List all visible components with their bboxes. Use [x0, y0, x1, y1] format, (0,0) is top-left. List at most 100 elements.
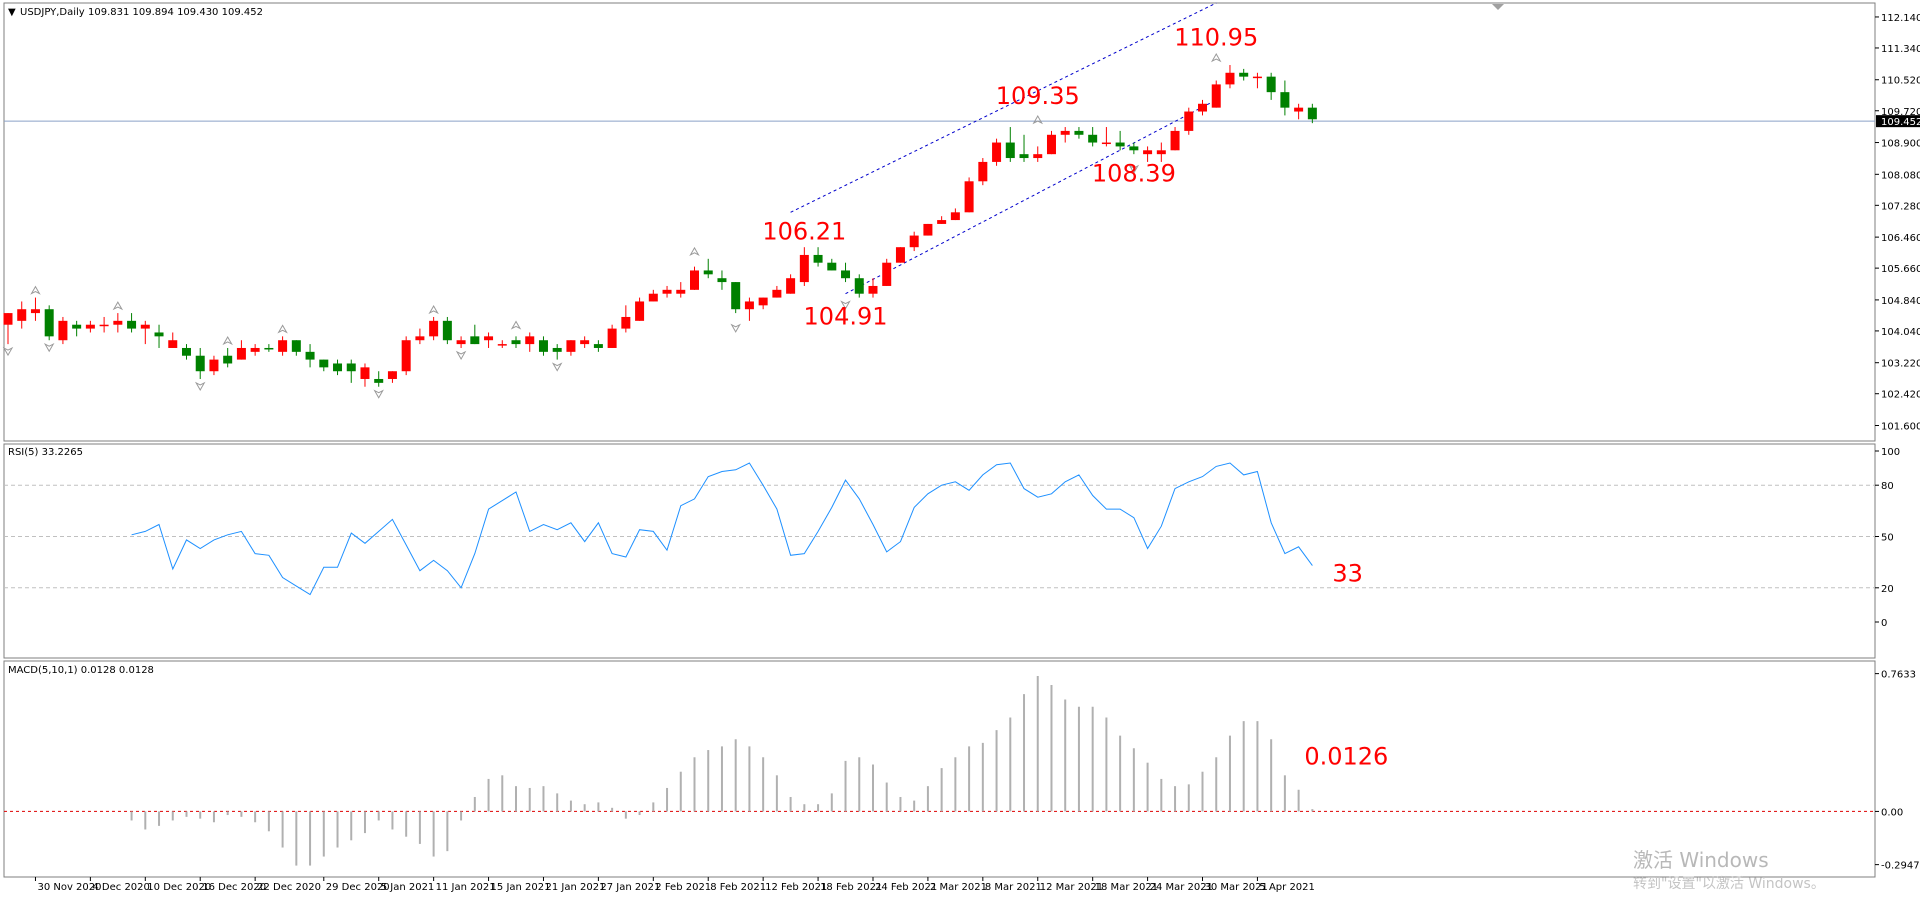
fractal-marker — [222, 335, 233, 346]
candle-body — [1033, 154, 1043, 159]
ohlc-label: 109.831 109.894 109.430 109.452 — [88, 7, 263, 18]
candle-body — [44, 309, 54, 337]
candle-body — [1074, 130, 1084, 135]
candle-body — [305, 351, 315, 360]
candle-body — [937, 220, 947, 224]
fractal-marker — [277, 324, 288, 334]
candle-body — [799, 254, 809, 283]
symbol-label: USDJPY,Daily — [20, 7, 85, 18]
fractal-marker — [1032, 115, 1044, 125]
windows-watermark-subtitle: 转到"设置"以激活 Windows。 — [1633, 875, 1825, 892]
candle-body — [635, 301, 645, 321]
channel-line — [790, 2, 1217, 213]
date-tick-label: 18 Mar 2021 — [1095, 882, 1158, 893]
date-tick-label: 24 Mar 2021 — [1150, 882, 1213, 893]
candle-body — [909, 235, 919, 248]
rsi-tick-label: 100 — [1881, 447, 1900, 458]
fractal-marker — [1210, 53, 1222, 63]
candle-body — [1266, 76, 1276, 93]
candle-body — [593, 344, 603, 348]
candle-body — [731, 282, 741, 310]
candle-body — [580, 340, 590, 345]
candle-body — [868, 285, 878, 294]
candle-body — [1198, 103, 1208, 112]
candle-body — [1060, 130, 1070, 135]
price-tick-label: 104.040 — [1881, 327, 1920, 338]
rsi-tick-label: 80 — [1881, 481, 1894, 492]
candle-body — [333, 363, 343, 372]
price-tick-label: 105.660 — [1881, 264, 1920, 275]
candle-body — [264, 347, 274, 350]
chart-shift-marker[interactable] — [1492, 4, 1504, 10]
candle-body — [772, 289, 782, 298]
candle-body — [168, 340, 178, 348]
price-tick-label: 112.140 — [1881, 13, 1920, 24]
rsi-label: RSI(5) 33.2265 — [8, 447, 83, 458]
candle-body — [1184, 111, 1194, 131]
candle-body — [923, 223, 933, 236]
candle-body — [538, 340, 548, 352]
candle-body — [841, 270, 851, 279]
price-panel[interactable] — [3, 2, 1876, 442]
candle-body — [127, 320, 137, 329]
date-tick-label: 8 Feb 2021 — [710, 882, 766, 893]
candle-body — [1170, 130, 1180, 151]
current-price-box — [1876, 115, 1920, 128]
candle-body — [1101, 142, 1111, 145]
fractal-marker — [840, 300, 851, 310]
candle-body — [113, 320, 123, 325]
candle-body — [140, 324, 150, 329]
date-tick-label: 12 Mar 2021 — [1040, 882, 1103, 893]
date-tick-label: 5 Jan 2021 — [381, 882, 435, 893]
rsi-panel[interactable] — [3, 443, 1876, 659]
price-tick-label: 101.600 — [1881, 421, 1920, 432]
candle-body — [744, 301, 754, 310]
date-tick-label: 29 Dec 2020 — [326, 882, 390, 893]
date-tick-label: 18 Feb 2021 — [820, 882, 882, 893]
fractal-marker — [373, 389, 384, 399]
candle-body — [374, 378, 384, 383]
macd-panel[interactable] — [3, 660, 1876, 878]
candle-body — [195, 355, 205, 372]
candle-body — [470, 336, 480, 345]
candle-body — [1143, 150, 1153, 155]
candle-body — [1280, 92, 1290, 108]
price-tick-label: 107.280 — [1881, 201, 1920, 212]
candle-body — [621, 316, 631, 329]
date-tick-label: 15 Jan 2021 — [491, 882, 551, 893]
candle-body — [964, 181, 974, 213]
candle-body — [497, 344, 507, 346]
candle-body — [236, 347, 246, 360]
date-tick-label: 2 Feb 2021 — [655, 882, 711, 893]
candle-body — [17, 309, 27, 321]
fractal-marker — [2, 346, 14, 357]
candle-body — [1252, 76, 1262, 79]
chart-menu-arrow[interactable]: ▼ — [8, 7, 16, 18]
rsi-last-value: 33 — [1332, 560, 1363, 588]
price-tick-label: 104.840 — [1881, 296, 1920, 307]
date-tick-label: 12 Feb 2021 — [765, 882, 827, 893]
date-tick-label: 5 Apr 2021 — [1259, 882, 1314, 893]
candle-body — [484, 336, 494, 341]
candle-body — [786, 278, 796, 294]
candle-body — [401, 340, 411, 372]
date-tick-label: 27 Jan 2021 — [600, 882, 660, 893]
candle-body — [992, 142, 1002, 162]
candle-body — [1129, 146, 1139, 151]
fractal-marker — [194, 381, 206, 391]
candle-body — [703, 270, 713, 275]
rsi-tick-label: 0 — [1881, 618, 1887, 629]
macd-tick-label: 0.00 — [1881, 807, 1903, 818]
candle-body — [3, 313, 13, 325]
date-tick-label: 8 Mar 2021 — [985, 882, 1042, 893]
fractal-marker — [1128, 164, 1140, 174]
fractal-marker — [30, 285, 41, 295]
date-tick-label: 30 Nov 2020 — [37, 882, 101, 893]
candle-body — [552, 347, 562, 352]
candle-body — [360, 367, 370, 379]
candle-body — [30, 309, 40, 314]
price-annotation: 108.39 — [1092, 159, 1176, 187]
date-tick-label: 24 Feb 2021 — [875, 882, 937, 893]
